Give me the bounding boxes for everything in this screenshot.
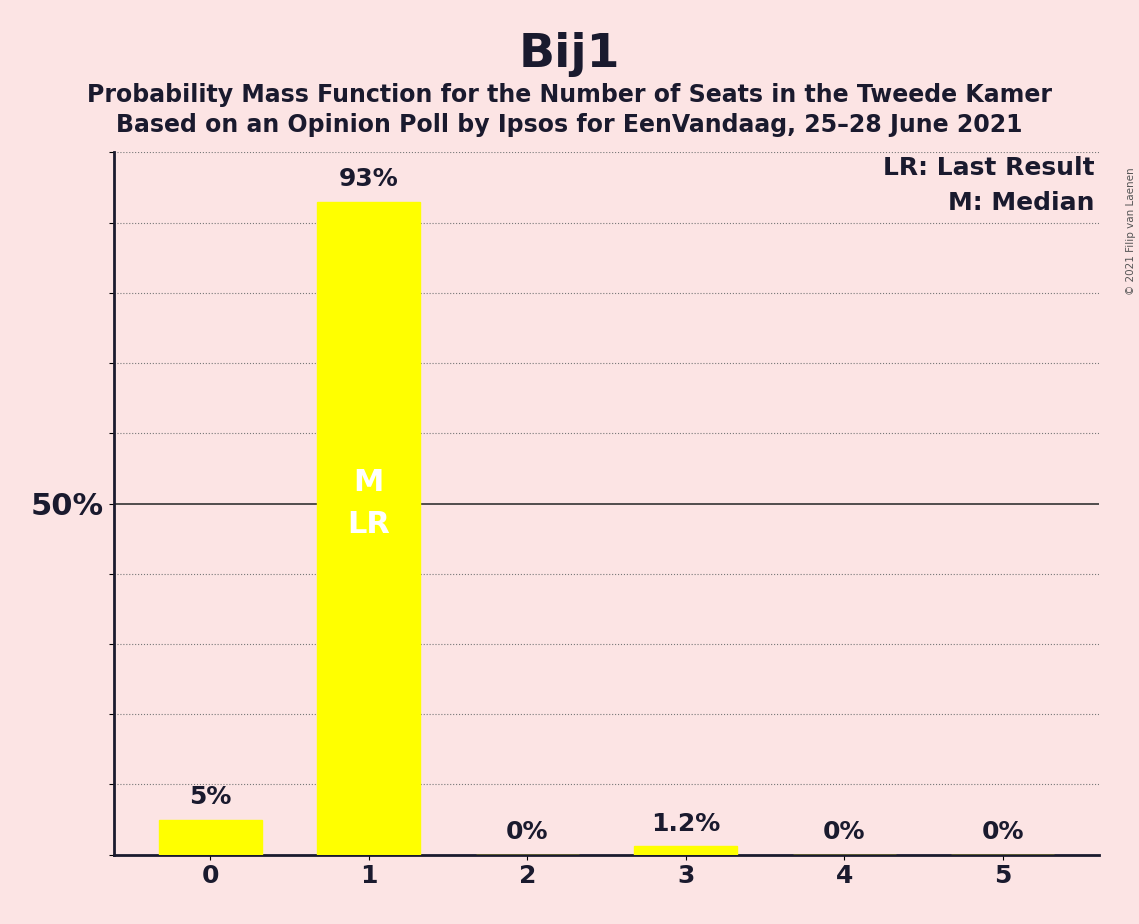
Bar [634, 846, 737, 855]
Text: 0%: 0% [823, 821, 866, 845]
Text: © 2021 Filip van Laenen: © 2021 Filip van Laenen [1126, 167, 1136, 295]
Text: 1.2%: 1.2% [652, 812, 720, 835]
Text: 0%: 0% [982, 821, 1024, 845]
Bar [158, 820, 262, 855]
Text: Bij1: Bij1 [518, 32, 621, 78]
Bar [317, 201, 420, 855]
Text: 93%: 93% [339, 167, 399, 191]
Text: 0%: 0% [506, 821, 549, 845]
Text: M
LR: M LR [347, 468, 391, 540]
Text: Probability Mass Function for the Number of Seats in the Tweede Kamer: Probability Mass Function for the Number… [87, 83, 1052, 107]
Text: LR: Last Result: LR: Last Result [883, 156, 1095, 180]
Text: 5%: 5% [189, 785, 231, 809]
Text: M: Median: M: Median [948, 191, 1095, 215]
Text: Based on an Opinion Poll by Ipsos for EenVandaag, 25–28 June 2021: Based on an Opinion Poll by Ipsos for Ee… [116, 113, 1023, 137]
